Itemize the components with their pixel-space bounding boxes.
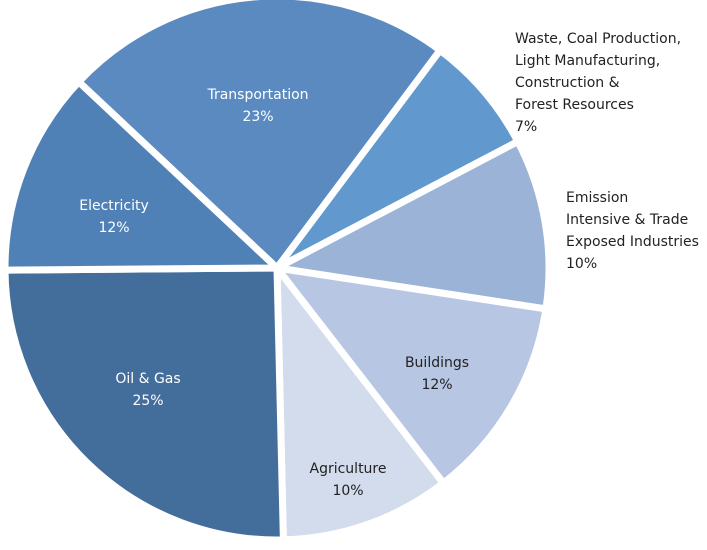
value-label: 23% bbox=[242, 109, 273, 125]
value-label: 12% bbox=[98, 220, 129, 236]
label-line: Emission bbox=[566, 190, 628, 206]
slice-label: Waste, Coal Production, Light Manufacturi… bbox=[515, 31, 681, 113]
value-label: 12% bbox=[421, 377, 452, 393]
label-line: Intensive & Trade bbox=[566, 212, 688, 228]
slice-label: Transportation bbox=[206, 87, 308, 103]
slice-label: Agriculture bbox=[310, 461, 387, 477]
value-label: 10% bbox=[566, 256, 597, 272]
slice-label: Oil & Gas bbox=[115, 371, 180, 387]
label-line: Exposed Industries bbox=[566, 234, 699, 250]
label-line: Electricity bbox=[79, 198, 149, 214]
value-label: 10% bbox=[332, 483, 363, 499]
pie-slice bbox=[1, 78, 281, 274]
label-line: Construction & bbox=[515, 75, 620, 91]
pie-slice bbox=[273, 138, 553, 313]
label-line: Waste, Coal Production, bbox=[515, 31, 681, 47]
value-label: 7% bbox=[515, 119, 537, 135]
slice-label: Electricity bbox=[79, 198, 149, 214]
pie-slice bbox=[75, 0, 444, 272]
slice-label: Buildings bbox=[405, 355, 469, 371]
label-line: Oil & Gas bbox=[115, 371, 180, 387]
slice-label: Emission Intensive & Trade Exposed Industr… bbox=[566, 190, 699, 250]
pie-slice bbox=[1, 264, 287, 544]
label-line: Agriculture bbox=[310, 461, 387, 477]
pie-slice bbox=[273, 264, 550, 487]
value-label: 25% bbox=[132, 393, 163, 409]
label-line: Forest Resources bbox=[515, 97, 634, 113]
label-line: Buildings bbox=[405, 355, 469, 371]
label-line: Transportation bbox=[206, 87, 308, 103]
label-line: Light Manufacturing, bbox=[515, 53, 660, 69]
pie-slice bbox=[273, 264, 447, 544]
